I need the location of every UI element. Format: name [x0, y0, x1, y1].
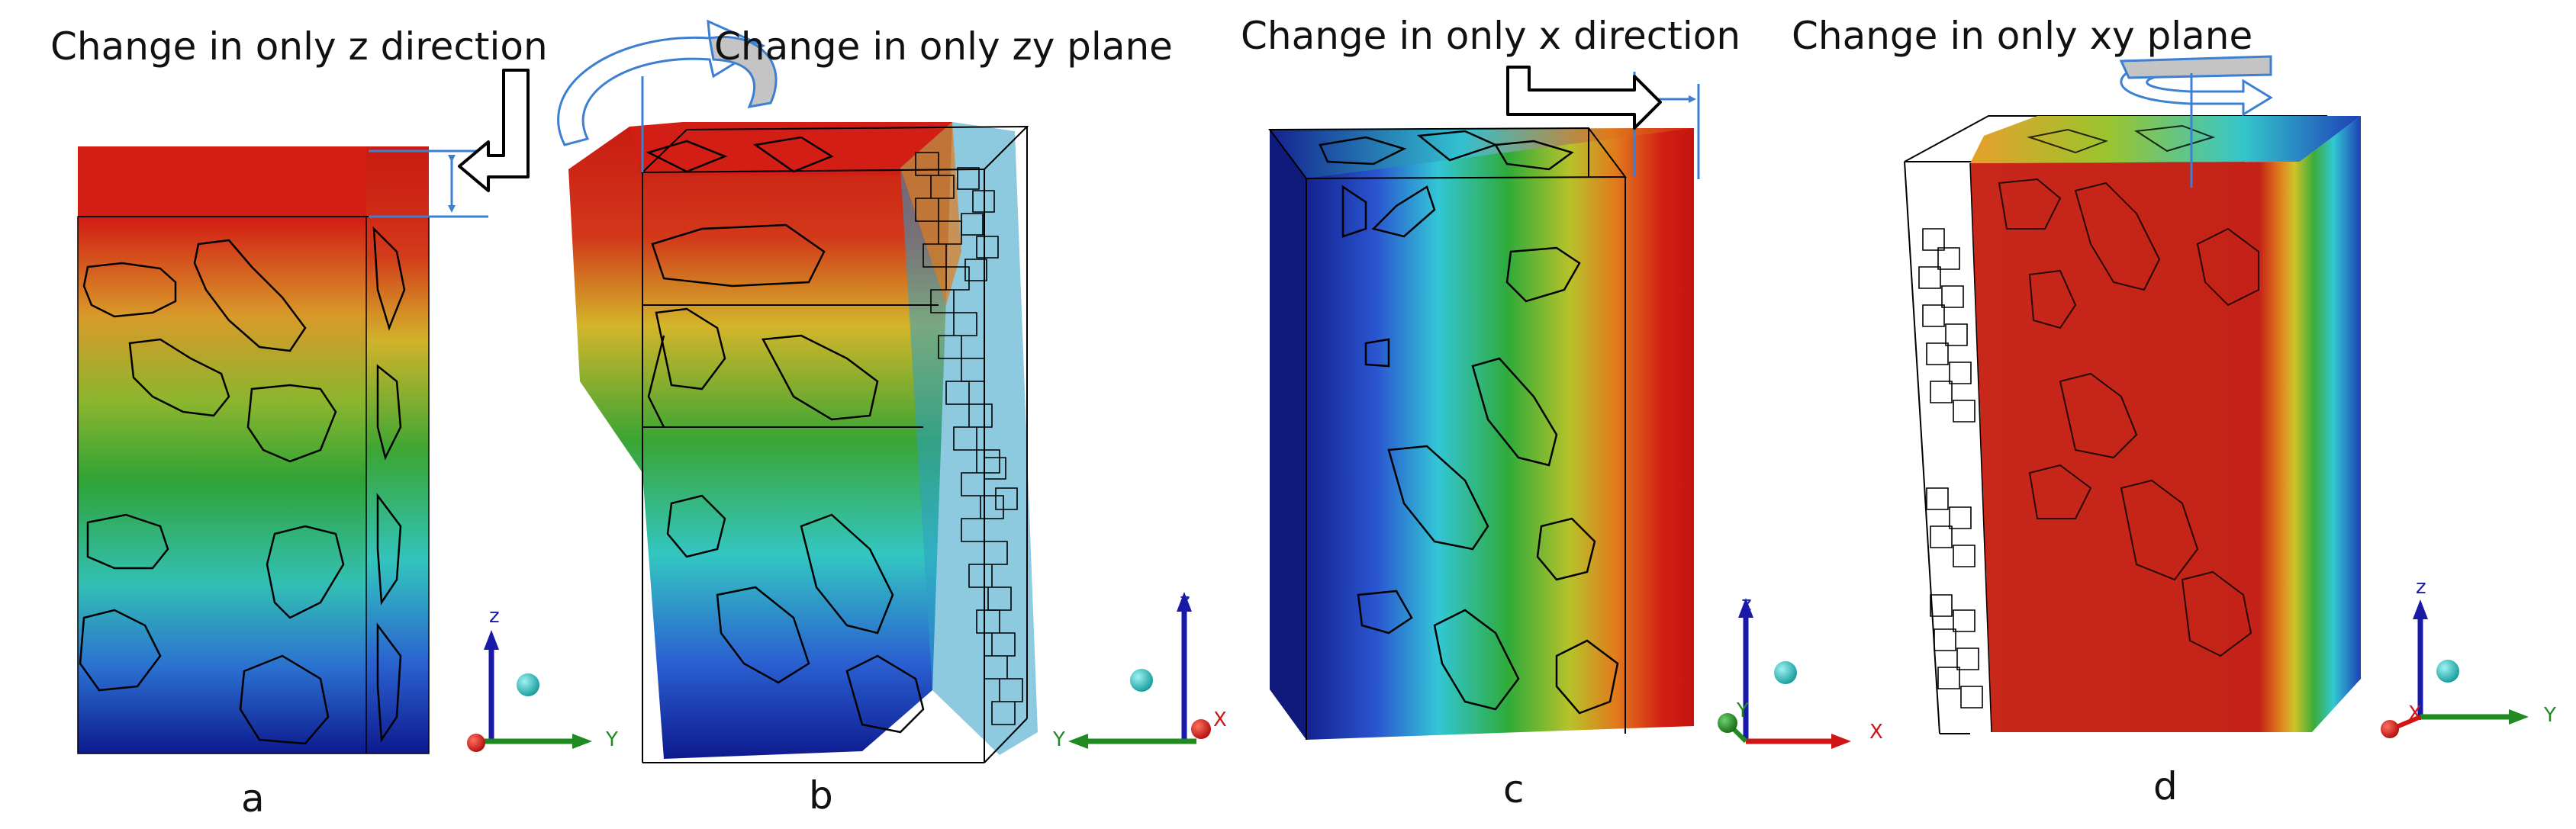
panel-c-label: c	[1503, 767, 1525, 811]
panel-b-label: b	[809, 773, 833, 818]
panel-a-axes-triad: z Y	[467, 605, 618, 752]
panel-b-x-label: X	[1213, 709, 1227, 731]
panel-a-side-strip	[366, 146, 429, 753]
panel-d-y-label: Y	[2543, 704, 2556, 727]
panel-a-specimen	[77, 69, 530, 754]
panel-d-top-face	[1970, 116, 2361, 163]
panel-b-inclusions	[646, 136, 925, 734]
panel-c-y-label: Y	[1736, 699, 1749, 722]
panel-a-y-label: Y	[605, 728, 618, 751]
panel-c-title: Change in only x direction	[1241, 14, 1741, 58]
panel-b-y-label: Y	[1052, 728, 1065, 751]
panel-c-specimen	[1268, 66, 1700, 740]
panel-c-inclusions	[1319, 130, 1619, 715]
panel-d-label: d	[2153, 764, 2178, 808]
panel-a-outline	[77, 216, 430, 754]
panel-c-z-label: z	[1741, 593, 1752, 615]
panel-b-title: Change in only zy plane	[714, 24, 1173, 69]
panel-b-specimen	[557, 19, 1038, 763]
panel-d-front-face	[1970, 116, 2361, 732]
panel-d-x-label: X	[2408, 702, 2422, 725]
panel-a-direction-arrow	[458, 69, 530, 192]
panel-c-left-face	[1270, 130, 1306, 740]
panel-a-label: a	[241, 776, 265, 821]
panel-d-title: Change in only xy plane	[1792, 14, 2253, 58]
panel-a-title: Change in only z direction	[50, 24, 548, 69]
panel-b-axes-triad: z Y X	[1052, 590, 1227, 751]
panel-b-wireframe-mesh	[915, 152, 1023, 725]
panel-b-right-side	[900, 122, 1038, 755]
panel-d-wireframe-mesh	[1918, 228, 1983, 709]
panel-d-axes-triad: z Y X	[2381, 576, 2556, 738]
panel-b-front-face	[568, 122, 952, 759]
panel-c-direction-arrow	[1506, 66, 1662, 130]
panel-c-axes-triad: z X Y	[1718, 593, 1883, 749]
panel-a-z-label: z	[489, 605, 500, 628]
panel-a-inclusions	[79, 226, 406, 745]
panel-c-x-label: X	[1869, 721, 1883, 744]
panel-d-specimen	[1904, 55, 2361, 734]
panel-c-reference-box	[1268, 127, 1627, 740]
panel-d-inclusions	[1998, 124, 2259, 657]
panel-b-z-label: z	[1180, 590, 1190, 612]
panel-d-z-label: z	[2416, 576, 2426, 599]
